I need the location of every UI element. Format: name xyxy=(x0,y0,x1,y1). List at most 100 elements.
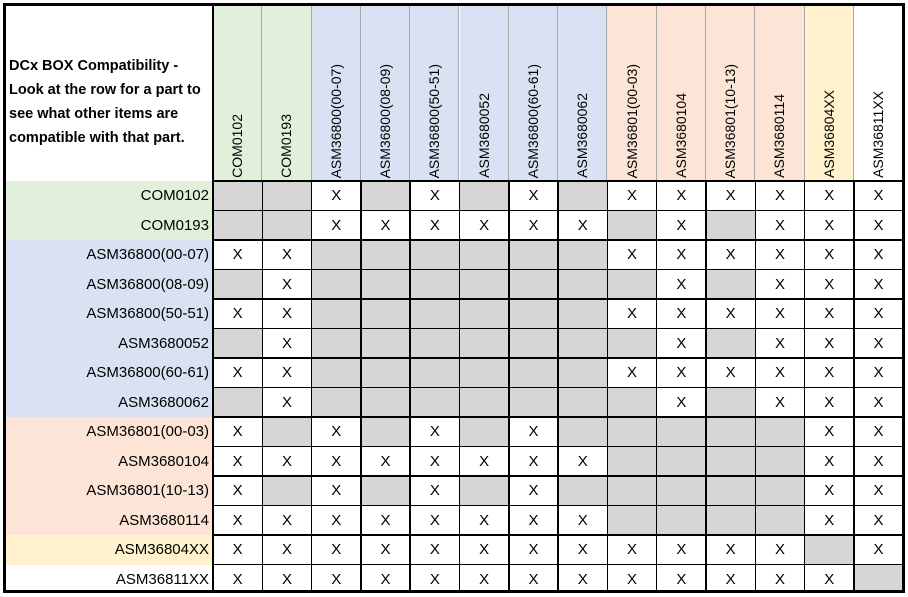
incompatible-cell xyxy=(558,269,608,299)
incompatible-cell xyxy=(508,387,559,417)
incompatible-cell xyxy=(508,358,559,388)
row-header-label: ASM36800(50-51) xyxy=(6,299,213,329)
compatible-cell: X xyxy=(676,570,687,588)
compatible-cell: X xyxy=(281,393,292,411)
incompatible-cell xyxy=(558,328,608,358)
incompatible-cell xyxy=(410,358,460,388)
row-header-label: ASM36801(00-03) xyxy=(6,417,213,447)
grid-line xyxy=(458,181,461,590)
incompatible-cell xyxy=(607,210,657,240)
compatible-cell: X xyxy=(331,423,342,440)
incompatible-cell xyxy=(607,328,657,358)
compatible-cell: X xyxy=(232,305,243,322)
compatible-cell: X xyxy=(824,423,835,440)
incompatible-cell xyxy=(311,299,361,329)
incompatible-cell xyxy=(558,387,608,417)
compatible-cell: X xyxy=(873,541,884,558)
compatible-cell: X xyxy=(232,511,243,529)
compatible-cell: X xyxy=(577,216,588,234)
incompatible-cell xyxy=(706,328,756,358)
incompatible-cell xyxy=(558,240,608,270)
column-header: ASM36800(08-09) xyxy=(360,6,411,181)
compatible-cell: X xyxy=(824,187,835,204)
compatible-cell: X xyxy=(873,334,884,352)
compatible-cell: X xyxy=(528,482,539,499)
grid-line xyxy=(606,181,609,590)
column-header: ASM36800(60-61) xyxy=(508,6,559,181)
compatible-cell: X xyxy=(577,452,588,470)
grid-line xyxy=(213,563,902,566)
incompatible-cell xyxy=(311,387,361,417)
compatible-cell: X xyxy=(232,482,243,499)
compatible-cell: X xyxy=(725,570,736,588)
compatible-cell: X xyxy=(380,570,391,588)
column-header: ASM36811XX xyxy=(853,6,902,181)
compatible-cell: X xyxy=(281,305,292,322)
grid-line xyxy=(754,181,757,590)
compatible-cell: X xyxy=(873,393,884,411)
row-header-label: ASM36800(08-09) xyxy=(6,269,213,299)
compatible-cell: X xyxy=(873,482,884,499)
compatible-cell: X xyxy=(676,187,687,204)
incompatible-cell xyxy=(262,417,312,447)
compatible-cell: X xyxy=(824,452,835,470)
compatible-cell: X xyxy=(331,482,342,499)
grid-line xyxy=(705,181,707,590)
grid-line xyxy=(508,181,510,590)
compatible-cell: X xyxy=(873,275,884,293)
column-header: COM0102 xyxy=(213,6,263,181)
incompatible-cell xyxy=(459,299,509,329)
compatible-cell: X xyxy=(479,216,490,234)
compatible-cell: X xyxy=(429,216,440,234)
compatible-cell: X xyxy=(873,187,884,204)
grid-line xyxy=(213,445,902,448)
incompatible-cell xyxy=(213,210,263,240)
incompatible-cell xyxy=(360,269,411,299)
table-title: DCx BOX Compatibility - Look at the row … xyxy=(9,58,201,146)
grid-line xyxy=(655,181,658,590)
incompatible-cell xyxy=(410,269,460,299)
compatible-cell: X xyxy=(479,452,490,470)
compatible-cell: X xyxy=(528,452,539,470)
compatible-cell: X xyxy=(774,334,785,352)
compatible-cell: X xyxy=(429,541,440,558)
column-header: ASM3680104 xyxy=(656,6,706,181)
grid-line xyxy=(213,534,902,536)
incompatible-cell xyxy=(558,299,608,329)
column-header: COM0193 xyxy=(262,6,312,181)
compatible-cell: X xyxy=(331,452,342,470)
compatible-cell: X xyxy=(774,216,785,234)
compatible-cell: X xyxy=(232,364,243,381)
compatible-cell: X xyxy=(824,305,835,322)
compatible-cell: X xyxy=(281,246,292,263)
column-header-label: ASM36800(00-07) xyxy=(327,63,344,178)
compatible-cell: X xyxy=(824,216,835,234)
compatible-cell: X xyxy=(429,482,440,499)
incompatible-cell xyxy=(755,417,805,447)
compatible-cell: X xyxy=(774,305,785,322)
incompatible-cell xyxy=(262,210,312,240)
incompatible-cell xyxy=(360,417,411,447)
compatible-cell: X xyxy=(281,570,292,588)
compatible-cell: X xyxy=(873,511,884,529)
compatible-cell: X xyxy=(627,570,638,588)
compatible-cell: X xyxy=(232,570,243,588)
incompatible-cell xyxy=(656,476,706,506)
compatible-cell: X xyxy=(627,246,638,263)
column-header-label: ASM3680052 xyxy=(475,93,492,178)
compatible-cell: X xyxy=(577,570,588,588)
compatible-cell: X xyxy=(429,511,440,529)
incompatible-cell xyxy=(558,476,608,506)
compatible-cell: X xyxy=(528,216,539,234)
compatible-cell: X xyxy=(380,511,391,529)
incompatible-cell xyxy=(459,476,509,506)
compatible-cell: X xyxy=(281,452,292,470)
grid-line xyxy=(803,181,806,590)
incompatible-cell xyxy=(508,240,559,270)
compatible-cell: X xyxy=(774,275,785,293)
compatible-cell: X xyxy=(479,511,490,529)
row-header-label: ASM3680114 xyxy=(6,505,213,535)
compatible-cell: X xyxy=(873,423,884,440)
column-header-label: ASM36801(10-13) xyxy=(722,63,739,178)
compatible-cell: X xyxy=(429,187,440,204)
